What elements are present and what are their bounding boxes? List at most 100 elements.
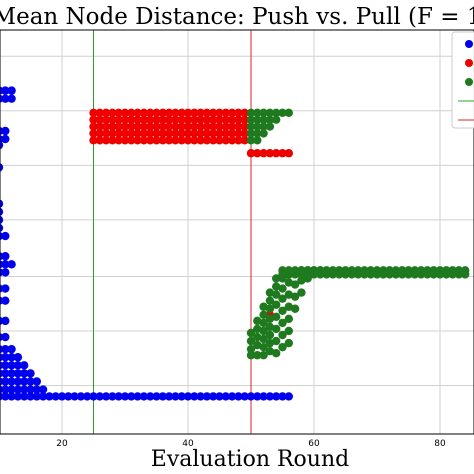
point-s1-34: [146, 115, 155, 124]
scatter-points: [0, 86, 470, 401]
point-s2-9: [259, 115, 268, 124]
point-s1-20: [215, 108, 224, 118]
point-s0-54: [13, 377, 23, 386]
point-s1-21: [221, 108, 230, 118]
point-s2-33: [259, 326, 268, 336]
point-s0-84: [108, 392, 117, 401]
point-s2-110: [290, 270, 300, 279]
point-s0-13: [0, 207, 4, 216]
point-s0-100: [209, 392, 218, 401]
point-s0-69: [13, 392, 23, 401]
point-s2-61: [284, 338, 293, 348]
point-s2-25: [253, 351, 262, 360]
point-s1-55: [120, 122, 130, 131]
point-s2-132: [429, 270, 438, 279]
point-s1-67: [196, 122, 205, 131]
point-s2-117: [335, 270, 344, 279]
point-s0-61: [13, 385, 23, 394]
point-s2-136: [454, 270, 464, 279]
point-s2-20: [253, 136, 262, 145]
point-s1-9: [146, 108, 155, 118]
point-s2-3: [265, 108, 275, 118]
point-s0-104: [234, 392, 243, 401]
point-s0-77: [64, 392, 73, 401]
point-s0-11: [0, 163, 4, 172]
point-s2-53: [278, 342, 287, 352]
point-s1-110: [152, 136, 161, 145]
point-s0-12: [0, 199, 4, 208]
point-s0-15: [0, 223, 4, 233]
point-s0-34: [1, 344, 10, 354]
point-s2-127: [398, 270, 407, 279]
point-s2-68: [290, 304, 300, 313]
point-s2-124: [379, 270, 388, 279]
point-s2-29: [253, 316, 262, 326]
point-s2-40: [265, 322, 275, 332]
point-s0-2: [7, 86, 16, 95]
point-s1-5: [120, 108, 130, 118]
point-s1-96: [221, 129, 230, 138]
point-s1-123: [234, 136, 243, 145]
point-s1-75: [89, 129, 98, 138]
point-s0-7: [1, 126, 10, 136]
point-s1-76: [95, 129, 105, 138]
point-s1-39: [177, 115, 186, 124]
point-s1-106: [127, 136, 136, 145]
point-s0-74: [45, 392, 54, 401]
point-s0-80: [83, 392, 92, 401]
point-s0-5: [7, 94, 16, 103]
point-s1-61: [158, 122, 167, 131]
x-tick-label-3: 80: [434, 439, 446, 449]
point-s0-38: [7, 353, 16, 362]
point-s1-26: [95, 115, 105, 124]
point-s1-119: [209, 136, 218, 145]
point-s2-31: [259, 342, 268, 352]
point-s1-8: [139, 108, 149, 118]
point-s0-97: [190, 392, 199, 401]
point-s2-126: [391, 270, 401, 279]
point-s2-13: [253, 122, 262, 131]
reference-lines: [93, 30, 252, 434]
point-s1-10: [152, 108, 161, 118]
point-s1-70: [215, 122, 224, 131]
point-s2-34: [259, 318, 268, 328]
point-s2-43: [265, 296, 275, 305]
chart-title: Mean Node Distance: Push vs. Pull (F = 1: [0, 4, 474, 30]
point-s2-133: [435, 270, 445, 279]
point-s0-1: [1, 86, 10, 95]
point-s1-109: [146, 136, 155, 145]
point-s2-45: [272, 349, 281, 358]
point-s1-113: [171, 136, 180, 145]
point-s1-33: [139, 115, 149, 124]
x-tick-label-1: 40: [182, 439, 194, 449]
point-s0-52: [1, 377, 10, 386]
point-s2-57: [278, 294, 287, 303]
point-s0-79: [76, 392, 86, 401]
point-s2-109: [284, 270, 293, 279]
point-s1-88: [171, 129, 180, 138]
point-s2-15: [265, 122, 275, 131]
point-s2-2: [259, 108, 268, 118]
point-s0-107: [253, 392, 262, 401]
point-s1-6: [127, 108, 136, 118]
point-s1-121: [221, 136, 230, 145]
point-s1-79: [114, 129, 123, 138]
point-s2-51: [272, 282, 281, 291]
point-s0-105: [240, 392, 249, 401]
point-s1-58: [139, 122, 149, 131]
point-s2-123: [372, 270, 382, 279]
point-s0-86: [120, 392, 130, 401]
point-s2-137: [461, 270, 470, 279]
point-s0-42: [7, 361, 16, 370]
point-s2-24: [246, 328, 256, 338]
point-s2-58: [278, 284, 287, 293]
point-s1-56: [127, 122, 136, 131]
point-s2-72: [297, 288, 306, 297]
point-s1-114: [177, 136, 186, 145]
point-s1-3: [108, 108, 117, 118]
point-s2-4: [272, 108, 281, 118]
point-s1-93: [202, 129, 212, 138]
point-s1-41: [190, 115, 199, 124]
